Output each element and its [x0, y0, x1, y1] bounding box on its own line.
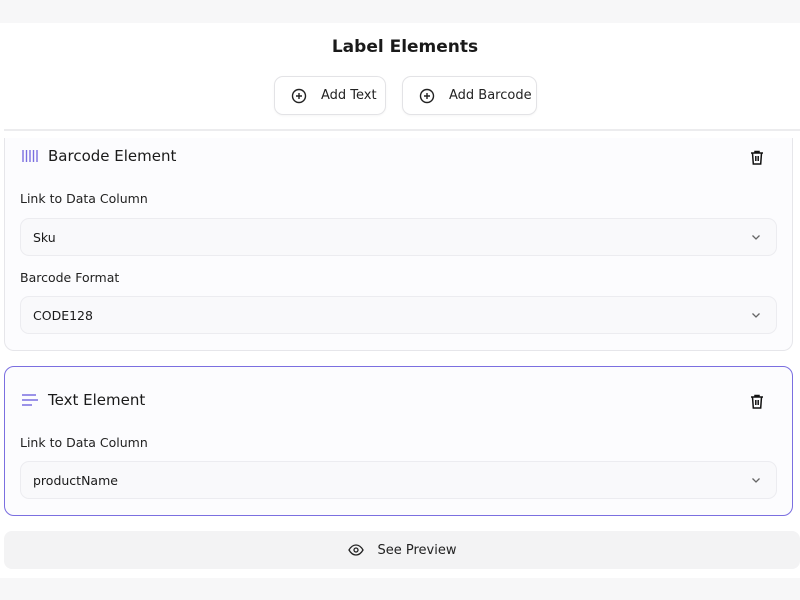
text-element-card[interactable]: Text Element Link to Data Column product…: [4, 366, 793, 516]
card-header: Text Element: [21, 391, 145, 409]
select-value: CODE128: [33, 307, 93, 323]
barcode-icon: [22, 150, 38, 162]
field-label: Barcode Format: [20, 270, 120, 285]
field-label: Link to Data Column: [20, 191, 148, 206]
barcode-format-select[interactable]: CODE128: [20, 296, 777, 334]
add-barcode-button[interactable]: Add Barcode: [402, 76, 537, 115]
select-value: productName: [33, 472, 118, 488]
field-label: Link to Data Column: [20, 435, 148, 450]
card-title: Text Element: [48, 391, 146, 409]
chevron-down-icon: [752, 478, 760, 483]
trash-icon[interactable]: [750, 150, 764, 165]
plus-circle-icon: [419, 88, 435, 103]
card-header: Barcode Element: [21, 147, 176, 165]
chevron-down-icon: [752, 235, 760, 240]
chevron-down-icon: [752, 313, 760, 318]
see-preview-button[interactable]: See Preview: [4, 531, 800, 569]
data-column-select[interactable]: Sku: [20, 218, 777, 256]
see-preview-label: See Preview: [377, 542, 457, 558]
plus-circle-icon: [291, 88, 307, 103]
add-text-button[interactable]: Add Text: [274, 76, 386, 115]
text-align-icon: [22, 394, 38, 406]
card-title: Barcode Element: [48, 147, 177, 165]
add-barcode-label: Add Barcode: [449, 88, 532, 103]
page-title: Label Elements: [331, 37, 479, 57]
divider: [4, 129, 800, 131]
barcode-element-card[interactable]: Barcode Element Link to Data Column Sku …: [4, 138, 793, 351]
trash-icon[interactable]: [750, 394, 764, 409]
add-text-label: Add Text: [321, 88, 377, 103]
eye-icon: [347, 544, 364, 556]
data-column-select[interactable]: productName: [20, 461, 777, 499]
select-value: Sku: [33, 229, 56, 245]
